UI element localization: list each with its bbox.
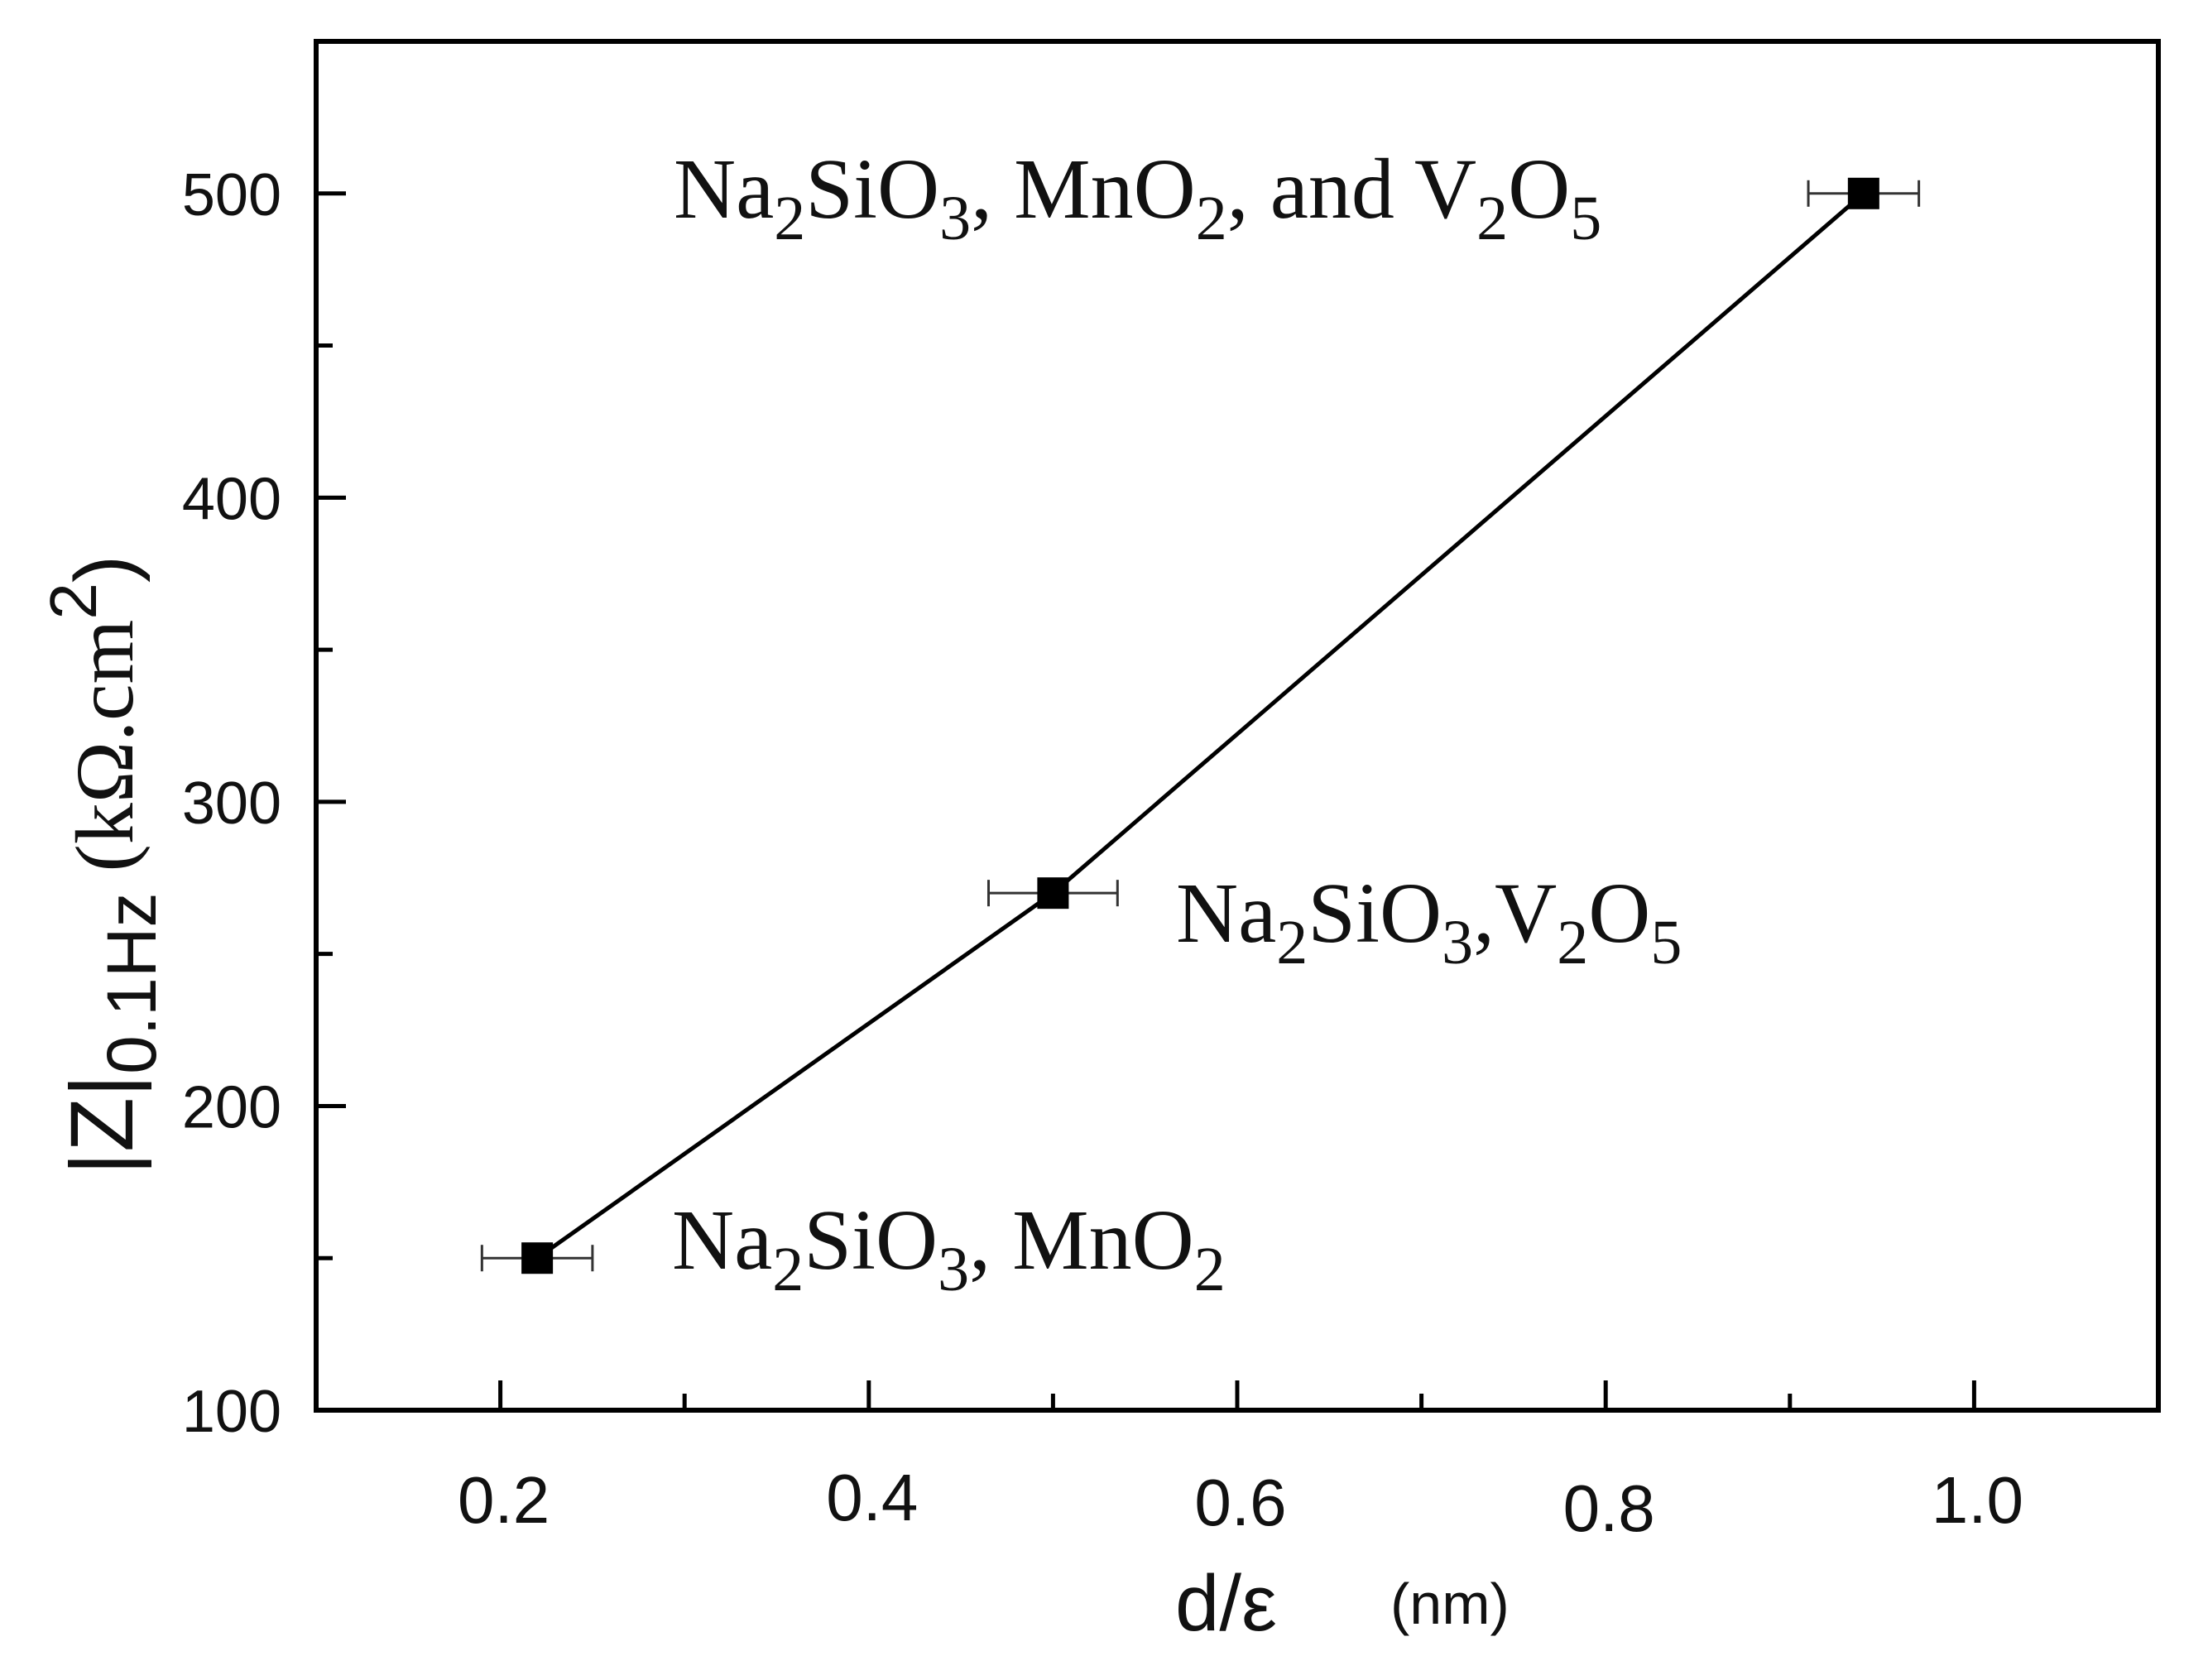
y-tick-label: 200: [182, 1074, 281, 1140]
y-tick-label: 400: [182, 466, 281, 532]
square-marker: [521, 1242, 554, 1274]
label-text: SiO: [804, 1193, 938, 1288]
label-text: SiO: [1308, 866, 1442, 961]
x-tick-label: 0.2: [458, 1463, 550, 1537]
label-text: , MnO: [971, 142, 1196, 237]
label-text: SiO: [805, 142, 939, 237]
subscript: 2: [1557, 908, 1588, 977]
y-axis-title-main: |Z|: [51, 1074, 151, 1175]
subscript: 5: [1570, 184, 1601, 253]
x-tick-label: 0.6: [1194, 1466, 1286, 1539]
data-point: [986, 877, 1119, 910]
subscript: 3: [1442, 908, 1473, 977]
subscript: 2: [772, 1235, 804, 1304]
label-text: Na: [1176, 866, 1276, 961]
x-tick-label: 1.0: [1932, 1463, 2023, 1537]
point-label: Na2SiO3, MnO2: [672, 1193, 1226, 1304]
label-text: Na: [672, 1193, 772, 1288]
point-label: Na2SiO3,V2O5: [1176, 866, 1682, 977]
y-axis-ticks: 100 200 300 400 500: [182, 162, 346, 1445]
data-series: [480, 177, 1921, 1274]
subscript: 2: [1476, 184, 1508, 253]
x-tick-label: 0.8: [1563, 1471, 1655, 1545]
subscript: 2: [1196, 184, 1227, 253]
subscript: 2: [1276, 908, 1308, 977]
label-text: , and V: [1227, 142, 1476, 237]
subscript: 3: [938, 1235, 969, 1304]
x-tick-label: 0.4: [826, 1461, 918, 1534]
y-axis-title-unit-close: ): [58, 555, 151, 583]
subscript: 2: [774, 184, 805, 253]
y-axis-title-subscript: 0.1Hz: [93, 892, 170, 1073]
y-axis-title: |Z|0.1Hz (kΩ.cm2): [36, 555, 170, 1175]
square-marker: [1847, 177, 1879, 209]
point-label: Na2SiO3, MnO2, and V2O5: [674, 142, 1601, 253]
data-point: [480, 1242, 594, 1274]
y-axis-title-unit: (kΩ.cm: [59, 620, 151, 893]
label-text: O: [1508, 142, 1570, 237]
x-axis-ticks: 0.2 0.4 0.6 0.8 1.0: [458, 1380, 2023, 1545]
label-text: Na: [674, 142, 774, 237]
square-marker: [1037, 877, 1069, 910]
y-tick-label: 300: [182, 770, 281, 837]
x-axis-title: d/ε: [1175, 1559, 1277, 1648]
label-text: , MnO: [969, 1193, 1194, 1288]
subscript: 3: [939, 184, 971, 253]
y-tick-label: 100: [182, 1379, 281, 1445]
subscript: 5: [1650, 908, 1682, 977]
y-axis-title-unit-superscript: 2: [36, 583, 110, 620]
x-axis-unit: (nm): [1390, 1572, 1510, 1636]
subscript: 2: [1194, 1235, 1226, 1304]
data-point: [1807, 177, 1921, 209]
label-text: O: [1588, 866, 1650, 961]
label-text: ,V: [1473, 866, 1557, 961]
y-tick-label: 500: [182, 162, 281, 228]
